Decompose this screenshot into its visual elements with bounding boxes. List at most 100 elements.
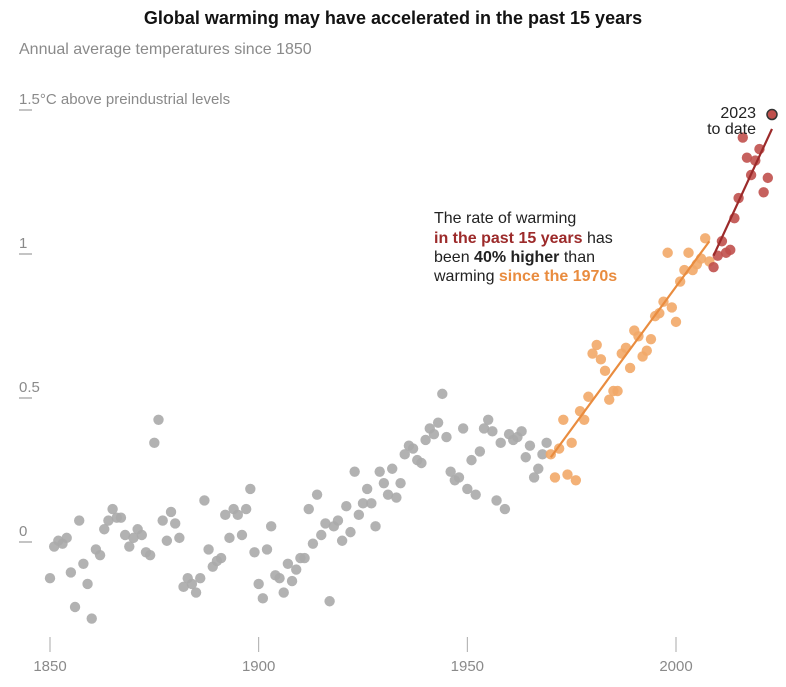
data-point	[291, 564, 302, 575]
data-point	[174, 532, 185, 544]
data-point	[407, 443, 419, 454]
y-axis: 1.5°C above preindustrial levels 1 0.5 0	[19, 91, 230, 543]
data-point	[257, 593, 269, 604]
data-point	[86, 613, 97, 624]
x-tick-label: 1950	[451, 658, 484, 675]
data-point	[82, 578, 93, 590]
data-point	[437, 388, 448, 400]
data-point	[533, 463, 544, 474]
data-point	[641, 345, 652, 356]
data-point	[249, 547, 260, 558]
rate-annotation-line3: been 40% higher than	[434, 249, 595, 266]
data-point	[170, 518, 181, 529]
data-point	[274, 573, 285, 584]
data-point	[578, 414, 590, 425]
data-point	[474, 446, 486, 457]
data-point	[524, 440, 536, 451]
data-point	[666, 302, 678, 313]
data-point	[495, 437, 506, 449]
annotations: 2023 to date The rate of warming in the …	[433, 105, 756, 285]
data-point	[595, 354, 607, 365]
data-point	[161, 535, 173, 546]
data-point	[332, 515, 344, 526]
trend-line-since-1970s	[549, 240, 711, 458]
data-point	[366, 498, 377, 509]
data-point	[612, 385, 623, 397]
data-point	[758, 187, 769, 198]
data-point	[128, 532, 139, 544]
data-point	[432, 417, 444, 428]
data-point	[99, 524, 110, 535]
rate-annotation-than: than	[559, 249, 595, 266]
data-point	[320, 518, 331, 529]
data-point	[374, 466, 385, 477]
data-point	[299, 552, 310, 564]
data-point	[420, 434, 431, 446]
data-point	[737, 132, 748, 143]
data-point	[124, 541, 135, 552]
data-point	[220, 509, 231, 521]
data-point	[470, 489, 481, 500]
data-point	[353, 509, 365, 521]
data-point	[378, 477, 390, 489]
data-point	[670, 316, 682, 328]
data-point	[324, 596, 335, 607]
data-point	[604, 394, 615, 405]
data-point	[370, 521, 381, 532]
data-point	[491, 495, 502, 506]
data-point	[190, 587, 202, 598]
trend-line-past-15-years	[712, 128, 773, 257]
data-point	[357, 498, 369, 509]
data-point	[583, 391, 594, 402]
data-point	[453, 472, 465, 483]
chart-title: Global warming may have accelerated in t…	[143, 8, 643, 28]
x-tick-label: 1850	[33, 658, 66, 675]
data-point	[282, 558, 294, 569]
data-point	[541, 437, 552, 449]
data-point	[708, 261, 719, 273]
data-point	[391, 492, 402, 503]
data-point	[278, 587, 289, 598]
data-point	[570, 475, 582, 486]
data-point	[316, 529, 327, 541]
data-point	[261, 544, 273, 555]
data-point	[253, 578, 264, 590]
data-points	[44, 108, 778, 624]
data-point	[311, 489, 323, 500]
data-point	[416, 457, 427, 469]
rate-annotation-line2: in the past 15 years has	[434, 230, 613, 247]
y-tick-label: 0	[19, 523, 27, 540]
data-point	[215, 552, 227, 564]
data-point	[441, 431, 452, 443]
data-point	[516, 426, 527, 437]
data-point	[203, 544, 214, 555]
data-point	[245, 483, 256, 495]
x-axis: 1850 1900 1950 2000	[33, 637, 693, 675]
data-point	[499, 503, 511, 515]
data-point	[741, 152, 753, 163]
data-point	[69, 601, 81, 613]
data-point	[562, 469, 573, 480]
data-point	[345, 526, 356, 538]
data-point	[240, 503, 252, 515]
x-tick-label: 1900	[242, 658, 275, 675]
data-point	[545, 449, 556, 460]
data-point	[232, 509, 243, 521]
data-point	[149, 437, 160, 449]
data-point	[558, 414, 569, 425]
rate-annotation-40pct: 40% higher	[474, 249, 559, 266]
data-point	[428, 429, 440, 440]
data-point	[399, 449, 410, 460]
data-point	[236, 529, 248, 541]
data-point	[566, 437, 577, 449]
data-point	[700, 233, 711, 244]
data-point	[382, 489, 394, 500]
y-tick-label: 1.5°C above preindustrial levels	[19, 91, 230, 108]
chart-subtitle: Annual average temperatures since 1850	[19, 41, 312, 58]
data-point	[387, 463, 398, 474]
rate-annotation-line4: warming since the 1970s	[433, 268, 617, 285]
data-point	[462, 483, 473, 495]
data-point	[78, 558, 89, 569]
